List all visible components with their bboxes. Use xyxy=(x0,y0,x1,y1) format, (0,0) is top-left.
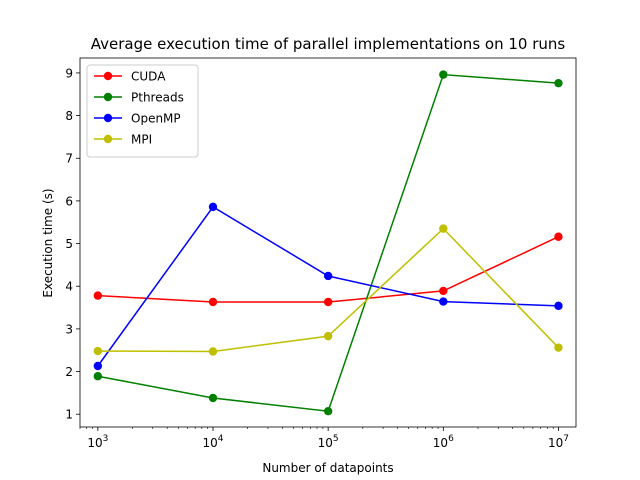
x-tick-label: 106 xyxy=(433,434,454,450)
data-point-openmp xyxy=(93,361,103,371)
legend-marker-pthreads xyxy=(103,92,113,102)
data-point-openmp xyxy=(208,202,218,212)
data-point-pthreads xyxy=(323,407,333,416)
y-tick-label: 9 xyxy=(65,66,73,80)
x-axis-label: Number of datapoints xyxy=(262,461,393,475)
data-point-openmp xyxy=(323,271,333,281)
y-axis-label: Execution time (s) xyxy=(41,188,55,297)
chart-title: Average execution time of parallel imple… xyxy=(91,35,566,53)
data-point-mpi xyxy=(208,347,218,356)
data-point-openmp xyxy=(439,297,448,306)
y-tick-label: 7 xyxy=(65,152,73,166)
data-point-mpi xyxy=(439,224,448,233)
legend-marker-cuda xyxy=(103,71,113,81)
data-point-pthreads xyxy=(554,78,563,88)
legend-box xyxy=(86,64,199,158)
x-tick-label: 103 xyxy=(87,434,108,450)
y-tick-label: 5 xyxy=(65,237,73,251)
data-point-mpi xyxy=(93,346,103,356)
data-point-mpi xyxy=(554,343,563,352)
data-point-cuda xyxy=(554,232,563,241)
y-tick-label: 4 xyxy=(65,280,73,294)
data-point-mpi xyxy=(323,331,333,341)
legend-label-cuda: CUDA xyxy=(131,70,166,84)
data-point-cuda xyxy=(323,297,333,307)
legend-marker-openmp xyxy=(103,113,113,123)
y-tick-label: 8 xyxy=(65,109,73,123)
data-point-cuda xyxy=(93,291,103,300)
data-point-pthreads xyxy=(439,70,448,79)
data-point-openmp xyxy=(554,301,563,311)
x-tick-label: 107 xyxy=(548,434,569,450)
data-point-cuda xyxy=(439,286,448,296)
data-point-pthreads xyxy=(93,372,103,381)
y-tick-label: 6 xyxy=(65,194,73,208)
y-tick-label: 1 xyxy=(65,408,73,422)
data-point-pthreads xyxy=(208,393,218,403)
x-tick-label: 105 xyxy=(318,434,339,450)
legend-label-openmp: OpenMP xyxy=(131,112,181,126)
y-tick-label: 3 xyxy=(65,322,73,336)
legend-label-pthreads: Pthreads xyxy=(131,91,184,105)
x-tick-label: 104 xyxy=(202,434,223,450)
legend: CUDA Pthreads OpenMP MPI xyxy=(86,64,199,158)
legend-marker-mpi xyxy=(103,134,113,144)
data-point-cuda xyxy=(208,297,218,307)
legend-label-mpi: MPI xyxy=(131,133,152,147)
y-tick-label: 2 xyxy=(65,365,73,379)
plot-area: 1 2 3 4 5 6 7 8 9 103 104 105 106 107 xyxy=(65,57,577,450)
